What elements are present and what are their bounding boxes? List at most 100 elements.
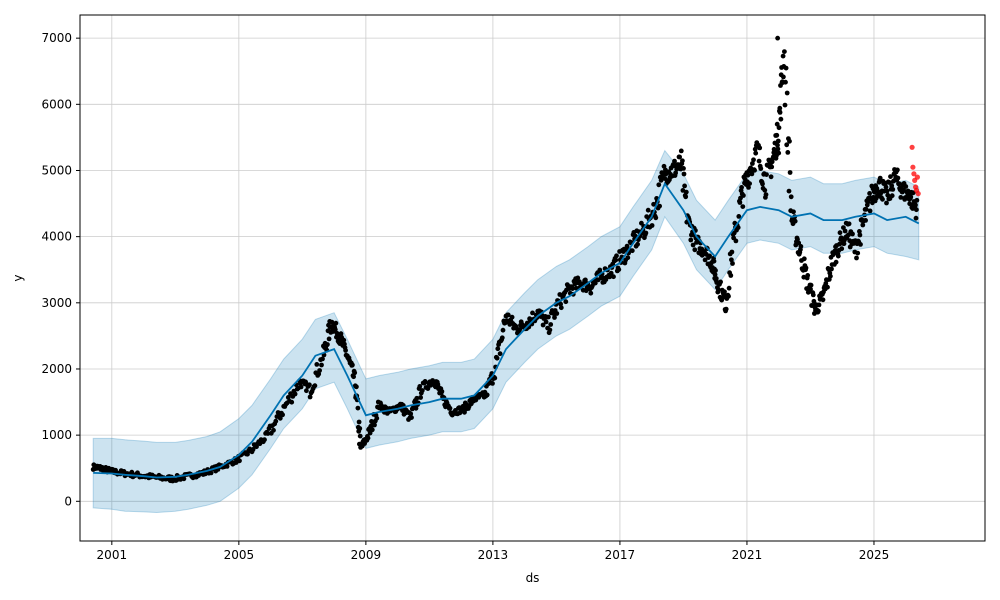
observed-point bbox=[741, 193, 746, 198]
observed-point bbox=[801, 256, 807, 262]
observed-point bbox=[678, 148, 684, 154]
observed-point bbox=[890, 187, 896, 192]
observed-point bbox=[408, 411, 414, 417]
observed-point bbox=[505, 312, 511, 318]
observed-point bbox=[733, 238, 739, 244]
observed-point bbox=[492, 375, 498, 381]
observed-point bbox=[867, 191, 872, 196]
observed-point bbox=[768, 174, 774, 180]
observed-point bbox=[816, 302, 822, 308]
holdout-point bbox=[911, 171, 917, 177]
observed-point bbox=[707, 253, 712, 259]
observed-point bbox=[439, 389, 445, 394]
observed-point bbox=[757, 145, 763, 151]
observed-point bbox=[224, 464, 230, 469]
y-axis-label: y bbox=[11, 274, 25, 281]
observed-point bbox=[880, 196, 885, 202]
observed-point bbox=[775, 142, 780, 148]
observed-point bbox=[863, 218, 868, 223]
observed-point bbox=[763, 192, 769, 198]
observed-point bbox=[683, 194, 689, 200]
observed-point bbox=[895, 175, 901, 181]
observed-points bbox=[90, 35, 920, 484]
observed-point bbox=[888, 174, 893, 180]
observed-point bbox=[889, 183, 895, 189]
observed-point bbox=[729, 249, 735, 255]
observed-point bbox=[777, 105, 783, 111]
observed-point bbox=[530, 310, 535, 316]
observed-point bbox=[782, 102, 788, 108]
observed-point bbox=[750, 161, 755, 166]
observed-point bbox=[607, 274, 613, 280]
observed-point bbox=[760, 181, 765, 187]
observed-point bbox=[746, 185, 751, 190]
y-axis-ticks: 0 1000 2000 3000 4000 5000 6000 7000 bbox=[41, 31, 80, 508]
observed-point bbox=[588, 290, 594, 296]
observed-point bbox=[730, 261, 735, 266]
observed-point bbox=[747, 181, 752, 187]
observed-point bbox=[285, 395, 291, 400]
observed-point bbox=[780, 53, 786, 59]
observed-point bbox=[913, 202, 918, 208]
observed-point bbox=[837, 230, 843, 236]
observed-point bbox=[798, 244, 804, 249]
observed-point bbox=[872, 189, 877, 195]
observed-point bbox=[711, 258, 717, 264]
observed-point bbox=[657, 203, 662, 209]
observed-point bbox=[778, 116, 784, 122]
observed-point bbox=[280, 412, 285, 418]
observed-point bbox=[723, 306, 729, 312]
observed-point bbox=[758, 166, 764, 172]
x-axis-ticks: 2001 2005 2009 2013 2017 2021 2025 bbox=[97, 541, 889, 562]
observed-point bbox=[292, 391, 298, 397]
observed-point bbox=[326, 336, 332, 342]
observed-point bbox=[752, 167, 757, 173]
observed-point bbox=[825, 284, 830, 290]
observed-point bbox=[417, 384, 423, 389]
observed-point bbox=[681, 166, 686, 171]
observed-point bbox=[355, 405, 361, 411]
observed-point bbox=[745, 172, 751, 178]
observed-point bbox=[776, 125, 782, 131]
observed-point bbox=[829, 266, 834, 272]
observed-point bbox=[739, 185, 744, 190]
observed-point bbox=[473, 397, 479, 403]
observed-point bbox=[786, 188, 792, 194]
observed-point bbox=[728, 273, 734, 278]
observed-point bbox=[682, 183, 687, 189]
holdout-point bbox=[914, 174, 921, 180]
observed-point bbox=[833, 259, 839, 265]
observed-point bbox=[374, 415, 380, 421]
y-tick-label: 7000 bbox=[41, 31, 72, 45]
observed-point bbox=[839, 246, 845, 252]
y-tick-label: 6000 bbox=[41, 97, 72, 111]
observed-point bbox=[608, 270, 614, 276]
observed-point bbox=[716, 287, 721, 292]
observed-point bbox=[325, 342, 330, 347]
observed-point bbox=[889, 193, 895, 199]
observed-point bbox=[273, 418, 279, 424]
observed-point bbox=[262, 437, 267, 443]
observed-point bbox=[484, 392, 490, 398]
y-tick-label: 3000 bbox=[41, 296, 72, 310]
holdout-point bbox=[909, 144, 915, 150]
observed-point bbox=[658, 177, 664, 183]
observed-point bbox=[752, 146, 758, 152]
observed-point bbox=[796, 240, 802, 246]
observed-point bbox=[749, 171, 755, 177]
observed-point bbox=[792, 218, 798, 224]
x-tick-label: 2013 bbox=[478, 548, 509, 562]
x-tick-label: 2009 bbox=[351, 548, 382, 562]
observed-point bbox=[740, 204, 746, 210]
observed-point bbox=[857, 232, 863, 238]
observed-point bbox=[245, 451, 250, 457]
observed-point bbox=[570, 286, 575, 291]
observed-point bbox=[495, 346, 501, 352]
observed-point bbox=[265, 431, 271, 436]
observed-point bbox=[616, 267, 622, 272]
x-axis-label: ds bbox=[526, 571, 540, 585]
observed-point bbox=[914, 197, 920, 203]
uncertainty-band bbox=[92, 149, 920, 514]
grid bbox=[80, 15, 985, 541]
